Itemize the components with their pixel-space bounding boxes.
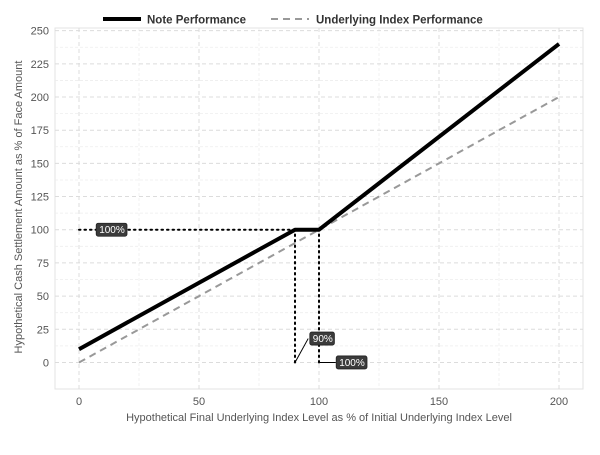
- x-tick-label: 200: [550, 396, 568, 408]
- series: [78, 42, 561, 364]
- y-tick-label: 0: [43, 357, 49, 369]
- annotation-box: [309, 331, 335, 346]
- y-tick-label: 225: [31, 59, 49, 71]
- annotation-text: 100%: [339, 358, 365, 369]
- annotation-text: 100%: [99, 225, 125, 236]
- y-tick-label: 125: [31, 192, 49, 204]
- y-tick-label: 175: [31, 125, 49, 137]
- annotation-box: [95, 222, 128, 237]
- x-tick-label: 100: [310, 396, 328, 408]
- legend: Note Performance Underlying Index Perfor…: [103, 15, 483, 27]
- y-axis-title: Hypothetical Cash Settlement Amount as %…: [13, 61, 25, 354]
- y-tick-label: 200: [31, 92, 49, 104]
- annotation-label: 90%: [309, 331, 335, 346]
- x-axis-title: Hypothetical Final Underlying Index Leve…: [126, 412, 512, 424]
- y-tick-label: 50: [37, 291, 49, 303]
- annotation-box: [335, 355, 368, 370]
- annotation-leader: [294, 338, 309, 363]
- x-tick-label: 150: [430, 396, 448, 408]
- series-line-underlying-index-performance: [78, 96, 560, 364]
- annotations: 100% 90% 100%: [95, 222, 368, 370]
- x-tick-label: 50: [193, 396, 205, 408]
- annotation-label: 100%: [95, 222, 128, 237]
- annotation-text: 90%: [313, 334, 333, 345]
- annotation-label: 100%: [335, 355, 368, 370]
- x-tick-label: 0: [76, 396, 82, 408]
- y-tick-label: 25: [37, 324, 49, 336]
- series-line-note-performance: [78, 42, 561, 351]
- legend-label-underlying-index: Underlying Index Performance: [316, 15, 483, 27]
- y-tick-label: 100: [31, 225, 49, 237]
- legend-label-note-performance: Note Performance: [147, 15, 246, 27]
- y-tick-label: 75: [37, 258, 49, 270]
- y-tick-label: 250: [31, 26, 49, 38]
- tick-labels: 0 50 100 150 200 0 25 50 75 100 125 150 175 200 225 250: [31, 26, 569, 408]
- y-tick-label: 150: [31, 158, 49, 170]
- grid: [54, 27, 584, 390]
